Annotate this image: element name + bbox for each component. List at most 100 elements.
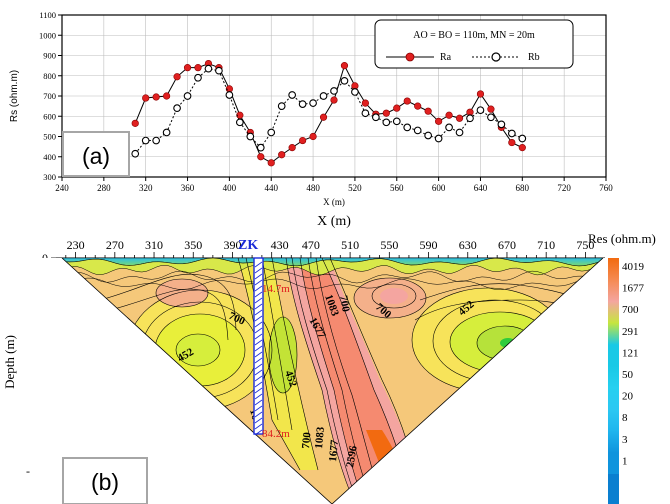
resistivity-scale-title: Res (ohm.m): [588, 231, 656, 246]
borehole-hatch-line: [254, 345, 263, 352]
borehole-zk: ZK 14.7m 84.2m: [238, 238, 290, 440]
y-tick-label: 1100: [39, 10, 56, 20]
x-tick-label: 280: [97, 183, 111, 193]
data-point-rb: [445, 123, 453, 132]
x-tick-label: 680: [516, 183, 530, 193]
data-point-rb: [194, 73, 202, 82]
borehole-hatch-line: [254, 363, 263, 370]
colorbar-swatch: [608, 474, 619, 504]
borehole-hatch-line: [254, 273, 263, 280]
panel-b-label-box: [62, 457, 148, 504]
panel-b-x-ticks: 230 270 310 350 390 430 470 510 550 590 630 670 710 7…: [65, 238, 596, 258]
x-tick-label: 640: [474, 183, 488, 193]
x-tick-label: 480: [306, 183, 320, 193]
data-point-rb: [371, 113, 380, 122]
data-point-ra: [518, 144, 526, 152]
colorbar-swatch: [608, 430, 619, 453]
data-point-ra: [131, 119, 139, 127]
borehole-hatch-line: [254, 411, 263, 418]
data-point-ra: [424, 107, 432, 115]
borehole-hatch-line: [254, 285, 263, 292]
data-point-ra: [361, 99, 369, 107]
borehole-label: ZK: [238, 238, 258, 253]
data-point-rb: [246, 132, 255, 141]
y-tick-label: 500: [43, 132, 56, 142]
borehole-hatch-line: [254, 339, 263, 346]
colorbar-label: 1677: [622, 283, 645, 295]
data-point-rb: [215, 66, 223, 75]
x-tick-label: 630: [459, 238, 477, 252]
data-point-ra: [393, 104, 401, 112]
colorbar-label: 291: [622, 326, 639, 338]
colorbar-swatch: [608, 409, 619, 432]
data-point-ra: [267, 159, 275, 167]
data-point-rb: [225, 91, 234, 99]
y-tick-label: 400: [43, 152, 56, 162]
colorbar-label: 700: [622, 304, 639, 316]
data-point-rb: [309, 99, 317, 107]
x-tick-label: 310: [145, 238, 163, 252]
borehole-hatch-line: [254, 309, 263, 316]
data-point-rb: [507, 129, 516, 138]
data-point-rb: [267, 128, 276, 137]
panel-a-y-axis-title: Rs (ohm.m): [9, 70, 20, 122]
x-tick-label: 350: [184, 238, 202, 252]
borehole-hatch-line: [254, 399, 263, 406]
borehole-hatch-line: [254, 279, 263, 286]
colorbar-swatch: [608, 387, 619, 410]
data-point-ra: [340, 62, 349, 70]
colorbar-swatch: [608, 279, 619, 302]
legend-rb-marker: [491, 52, 501, 62]
resistivity-colorbar: 4019 1677 700 291 121 50 20 8 3 1: [608, 258, 645, 504]
borehole-hatch-line: [254, 321, 263, 328]
data-point-rb: [162, 128, 171, 137]
contour-label: 700: [300, 431, 313, 449]
colorbar-label: 8: [622, 412, 628, 424]
borehole-hatch-line: [254, 369, 263, 376]
colorbar-swatch: [608, 344, 619, 367]
data-point-rb: [455, 128, 464, 137]
y-tick-label: 1000: [39, 30, 56, 40]
data-point-rb: [235, 118, 244, 127]
y-tick-label: 900: [43, 51, 56, 61]
borehole-hatch-line: [254, 303, 263, 310]
x-tick-label: 760: [599, 183, 613, 193]
resistivity-section: [30, 258, 605, 504]
contour-label: 700: [337, 294, 352, 313]
borehole-column: [253, 257, 264, 435]
data-point-ra: [142, 94, 150, 102]
y-tick-label: 300: [43, 172, 56, 182]
borehole-hatch-line: [254, 387, 263, 394]
borehole-hatch-line: [254, 381, 263, 388]
data-point-rb: [351, 88, 359, 96]
data-point-ra: [382, 109, 390, 117]
x-tick-label: 560: [390, 183, 404, 193]
panel-b-y-axis-title: Depth (m): [2, 335, 17, 389]
borehole-hatch-line: [254, 357, 263, 364]
data-point-ra: [487, 105, 495, 113]
y-tick-label: 800: [43, 71, 56, 81]
panel-b-x-axis-title: X (m): [317, 214, 351, 229]
data-point-ra: [288, 144, 296, 152]
x-tick-label: 360: [181, 183, 195, 193]
colorbar-swatch: [608, 301, 619, 324]
x-tick-label: 750: [576, 238, 594, 252]
section-mask-left: [30, 258, 332, 504]
data-point-ra: [435, 117, 443, 125]
colorbar-swatch: [608, 366, 619, 389]
x-tick-label: 550: [380, 238, 398, 252]
y-tick-label: 700: [43, 91, 56, 101]
colorbar-label: 121: [622, 347, 639, 359]
x-tick-label: 270: [106, 238, 124, 252]
borehole-hatch-line: [254, 375, 263, 382]
borehole-hatch-line: [254, 333, 263, 340]
data-point-rb: [403, 123, 412, 132]
x-tick-label: 230: [67, 238, 85, 252]
data-point-rb: [141, 136, 150, 145]
data-point-rb: [131, 149, 140, 158]
borehole-hatch-line: [254, 393, 263, 400]
contour-label: 2596: [344, 444, 360, 468]
data-point-rb: [319, 92, 328, 100]
data-point-rb: [183, 92, 192, 100]
legend-ra-marker: [405, 52, 415, 62]
